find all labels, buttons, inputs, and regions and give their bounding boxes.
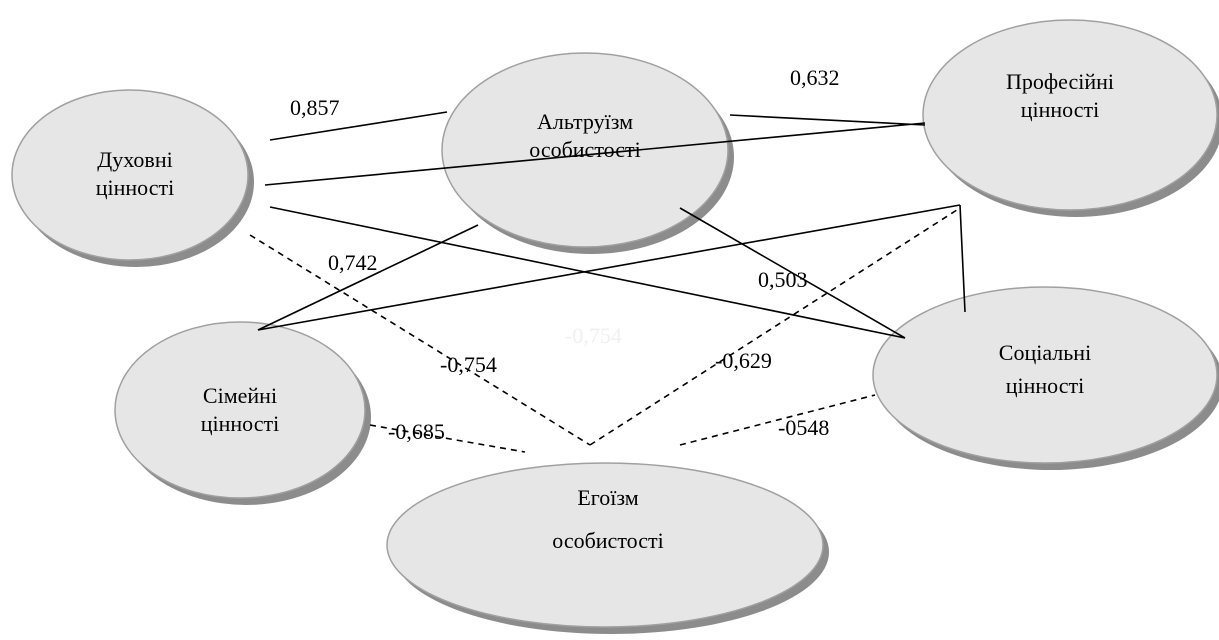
node-label: Соціальні <box>999 340 1091 365</box>
node <box>922 19 1218 211</box>
edge <box>369 424 526 453</box>
node <box>11 89 249 261</box>
edge <box>959 204 966 313</box>
edge <box>729 114 926 126</box>
node <box>114 321 366 499</box>
node-label: особистості <box>552 528 663 553</box>
node-label: цінності <box>201 411 279 436</box>
node-shapes <box>11 19 1219 634</box>
edge-label: 0,632 <box>790 65 840 90</box>
edge <box>679 207 906 339</box>
node-label: Сімейні <box>203 383 277 408</box>
node-labels: Духовні цінності Альтруїзм особистості П… <box>96 69 1114 553</box>
edge-labels: 0,857 0,632 0,503 0,742 -0,754 -0,685 -0… <box>290 65 840 444</box>
node <box>872 286 1218 464</box>
node-label: Егоїзм <box>577 485 638 510</box>
node-label: Духовні <box>97 147 172 172</box>
edge <box>257 224 479 331</box>
node-label: цінності <box>1021 97 1099 122</box>
node-label: цінності <box>1006 373 1084 398</box>
node-label: Альтруїзм <box>537 109 633 134</box>
edge-label: 0,503 <box>758 267 808 292</box>
node-label: цінності <box>96 175 174 200</box>
node <box>386 462 824 628</box>
edge-label: -0,685 <box>388 419 445 444</box>
edge <box>589 207 961 446</box>
node-label: Професійні <box>1006 69 1114 94</box>
edge <box>249 234 591 446</box>
node <box>441 52 729 248</box>
edge-label: 0,742 <box>328 250 378 275</box>
edge <box>264 122 926 186</box>
edge <box>679 394 876 446</box>
edge-label: -0548 <box>778 415 829 440</box>
edge <box>269 111 448 141</box>
edge <box>269 206 906 339</box>
edge-label: -0,754 <box>440 352 497 377</box>
edge-label: 0,857 <box>290 95 340 120</box>
edges <box>249 111 966 453</box>
node-label: особистості <box>529 137 640 162</box>
edge-label: -0,754 <box>565 323 622 348</box>
edge-label: -0,629 <box>715 348 772 373</box>
edge <box>257 204 961 331</box>
